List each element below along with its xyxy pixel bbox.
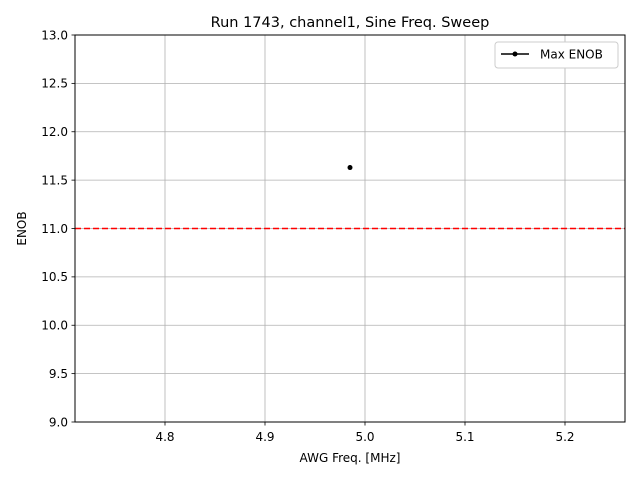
x-axis-label: AWG Freq. [MHz] <box>300 451 401 465</box>
x-axis-ticks: 4.8 4.9 5.0 5.1 5.2 <box>155 422 575 444</box>
x-tick-label: 4.8 <box>155 430 174 444</box>
y-tick-label: 9.0 <box>49 415 68 429</box>
y-tick-label: 13.0 <box>41 28 68 42</box>
y-tick-label: 12.0 <box>41 125 68 139</box>
y-axis-ticks: 9.0 9.5 10.0 10.5 11.0 11.5 12.0 12.5 13.0 <box>41 28 75 429</box>
y-tick-label: 11.0 <box>41 222 68 236</box>
data-point <box>347 165 353 171</box>
legend: Max ENOB <box>494 41 619 69</box>
x-tick-label: 5.0 <box>355 430 374 444</box>
chart-title: Run 1743, channel1, Sine Freq. Sweep <box>211 15 490 31</box>
y-axis-label: ENOB <box>15 211 29 245</box>
x-tick-label: 4.9 <box>255 430 274 444</box>
data-series <box>347 165 353 171</box>
x-tick-label: 5.2 <box>555 430 574 444</box>
x-tick-label: 5.1 <box>455 430 474 444</box>
legend-marker-max-enob <box>512 51 518 57</box>
y-tick-label: 10.0 <box>41 319 68 333</box>
y-tick-label: 10.5 <box>41 270 68 284</box>
y-tick-label: 12.5 <box>41 77 68 91</box>
y-tick-label: 9.5 <box>49 367 68 381</box>
legend-box <box>494 41 619 69</box>
legend-label-max-enob: Max ENOB <box>540 48 603 62</box>
y-tick-label: 11.5 <box>41 173 68 187</box>
